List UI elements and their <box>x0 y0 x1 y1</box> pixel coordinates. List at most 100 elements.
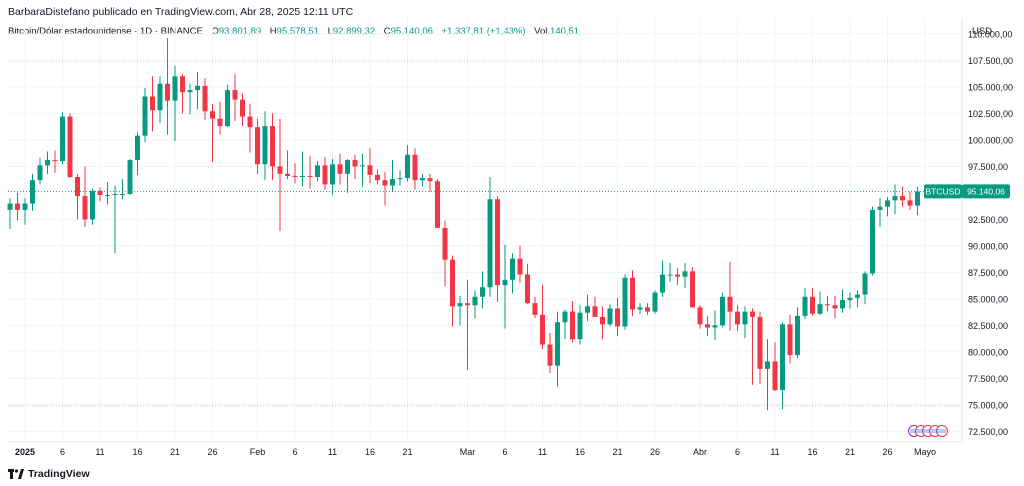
candle-body <box>217 118 223 127</box>
candle <box>390 160 395 192</box>
price-tick-label: 100.000,00 <box>968 135 1013 145</box>
candle-body <box>525 274 530 304</box>
close-value: 95.140,06 <box>390 26 433 37</box>
candle-body <box>397 178 403 180</box>
candle-body <box>127 160 133 194</box>
candle <box>90 188 95 225</box>
candle <box>735 305 740 331</box>
time-tick-label: Abr <box>693 447 707 457</box>
candle-body <box>382 180 388 186</box>
price-tick-label: 75.000,00 <box>968 400 1008 410</box>
price-axis-ticks: 72.500,00 75.000,00 77.500,00 80.000,00 82.5… <box>968 29 1013 436</box>
candle-body <box>885 200 890 207</box>
currency-label[interactable]: USD <box>971 25 993 37</box>
candle-body <box>780 324 785 391</box>
candle-body <box>367 165 373 175</box>
time-tick-label: 6 <box>292 447 297 457</box>
high-key: H <box>269 26 277 37</box>
price-tick-label: 110.000,00 <box>968 29 1012 39</box>
time-tick-label: 21 <box>612 447 622 457</box>
grid-lines <box>8 18 962 442</box>
candle <box>502 244 508 329</box>
tradingview-logo[interactable]: TradingView <box>8 468 90 480</box>
price-tick-label: 85.000,00 <box>968 294 1008 304</box>
candle-body <box>277 166 283 174</box>
candle-body <box>450 259 455 307</box>
candle-body <box>67 116 73 177</box>
ticker-tag-box <box>924 184 962 199</box>
candle-body <box>810 296 815 314</box>
candle <box>862 271 868 305</box>
candle <box>795 307 800 359</box>
ticker-tag-text: BTCUSD <box>926 186 961 196</box>
event-flags[interactable] <box>908 425 948 437</box>
candle <box>195 72 200 110</box>
candle-body <box>667 274 673 276</box>
candle-body <box>645 307 650 312</box>
candle-body <box>735 311 740 325</box>
candle-body <box>142 96 148 136</box>
candle <box>787 314 793 364</box>
candle <box>225 84 230 128</box>
symbol-description[interactable]: Bitcoin/Dólar estadounidense · 1D · BINA… <box>8 26 203 37</box>
candle-body <box>165 83 170 101</box>
candle-body <box>547 344 553 366</box>
price-tick-label: 87.500,00 <box>968 268 1008 278</box>
last-price-tag-box <box>962 184 1010 199</box>
time-tick-label: 26 <box>882 447 892 457</box>
time-tick-label: 21 <box>402 447 412 457</box>
candle <box>757 311 763 384</box>
candle-body <box>870 209 875 274</box>
candle-body <box>172 76 178 101</box>
candle-body <box>300 175 305 177</box>
candle-body <box>105 195 110 197</box>
candle <box>217 101 223 135</box>
candle-body <box>660 274 665 293</box>
volume-value: 140,51 <box>550 26 580 37</box>
open-value: 93.801,89 <box>218 26 262 37</box>
candle <box>210 103 215 163</box>
candle-body <box>157 83 163 111</box>
candle <box>330 158 335 196</box>
candle-body <box>615 308 620 327</box>
candle-body <box>255 127 260 165</box>
candle <box>885 197 890 217</box>
price-tick-label: 82.500,00 <box>968 321 1008 331</box>
candle-body <box>682 271 688 277</box>
candle <box>337 153 343 185</box>
candle-body <box>555 322 560 366</box>
candle <box>720 292 725 328</box>
time-tick-label: Feb <box>250 447 266 457</box>
candle <box>360 153 365 187</box>
candle-body <box>855 294 860 298</box>
candle <box>480 271 485 309</box>
candle-body <box>862 273 868 295</box>
candle <box>697 305 703 329</box>
candle-body <box>247 116 253 128</box>
time-tick-label: 6 <box>502 447 507 457</box>
candle-body <box>435 181 440 228</box>
candle <box>825 295 830 312</box>
candle-body <box>690 271 695 308</box>
candle-body <box>570 311 575 340</box>
candle <box>67 113 73 179</box>
candle-body <box>847 297 853 300</box>
candle <box>22 198 28 225</box>
candle <box>765 339 770 411</box>
candle-body <box>352 160 358 167</box>
low-key: L <box>327 26 333 37</box>
candle <box>150 76 155 132</box>
candle <box>622 274 628 330</box>
candle-body <box>607 308 613 325</box>
candle-body <box>562 311 568 323</box>
flag-icon[interactable] <box>936 425 948 437</box>
candle-body <box>292 175 298 177</box>
candle-body <box>135 135 140 161</box>
time-tick-label: 11 <box>95 447 104 457</box>
candle <box>52 150 58 173</box>
time-tick-label: 11 <box>538 447 547 457</box>
price-tick-label: 90.000,00 <box>968 241 1008 251</box>
candle <box>202 78 208 120</box>
candle <box>292 163 298 184</box>
